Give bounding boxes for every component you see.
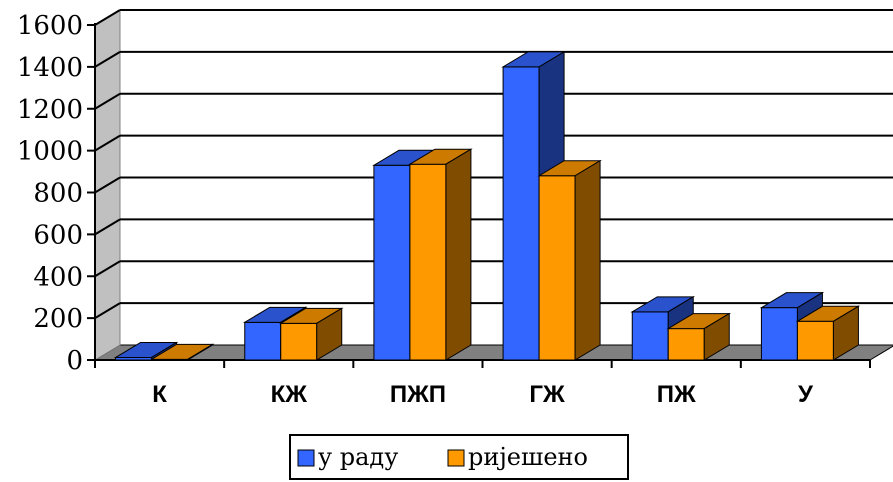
bar-side	[832, 305, 859, 361]
bar	[278, 307, 344, 361]
bar-front	[760, 307, 798, 361]
y-tick-label: 200	[33, 304, 83, 334]
legend-label: у раду	[318, 443, 398, 471]
gridline-side	[94, 134, 121, 152]
gridlines	[94, 9, 893, 319]
bar	[666, 312, 732, 361]
gridline-side	[94, 302, 121, 319]
legend-label: ријешено	[468, 443, 588, 471]
bar-front	[244, 321, 282, 361]
bar	[795, 305, 861, 361]
y-tick-label: 1200	[17, 95, 83, 125]
bar-front	[796, 320, 834, 361]
bar	[408, 148, 473, 361]
gridline-side	[94, 92, 121, 110]
bar-front	[280, 322, 318, 361]
gridline-side	[94, 9, 121, 26]
axes	[94, 23, 870, 361]
gridline-side	[94, 176, 121, 194]
legend-swatch	[297, 449, 315, 467]
y-tick-label: 0	[66, 346, 83, 376]
bar-side	[187, 343, 214, 361]
y-tick-label: 1400	[17, 53, 83, 83]
y-tick-label: 800	[33, 179, 83, 209]
legend: у раду ријешено	[289, 434, 629, 480]
bar-front	[631, 311, 669, 361]
bar	[537, 159, 602, 361]
x-tick-label: ПЖП	[390, 381, 446, 408]
x-tick-label: КЖ	[271, 381, 308, 408]
bar-side	[316, 307, 343, 361]
gridline-side	[94, 260, 121, 278]
bars	[113, 50, 861, 361]
bar-front	[538, 175, 576, 361]
bar-side	[703, 312, 730, 361]
y-tick-label: 600	[33, 220, 83, 250]
x-tick-label: К	[152, 381, 167, 408]
gridline-side	[94, 218, 121, 236]
legend-swatch	[447, 449, 465, 467]
bar	[149, 343, 215, 361]
x-tick-label: ПЖ	[657, 381, 696, 408]
y-tick-label: 1000	[17, 137, 83, 167]
bar-front	[502, 66, 540, 361]
bar-front	[373, 164, 411, 361]
x-tick-label: У	[798, 381, 814, 408]
y-axis-ticks: 0 200 400 600 800 1000 1200 1400 1600	[17, 11, 95, 376]
bar-front	[667, 328, 705, 361]
y-tick-label: 400	[33, 262, 83, 292]
gridline-side	[94, 51, 121, 68]
bar-front	[409, 163, 447, 361]
x-tick-label: ГЖ	[529, 381, 565, 408]
x-axis-ticks: К КЖ ПЖП ГЖ ПЖ У	[94, 360, 871, 408]
bar-side	[574, 159, 601, 361]
y-tick-label: 1600	[17, 11, 83, 41]
bar-side	[445, 148, 472, 361]
